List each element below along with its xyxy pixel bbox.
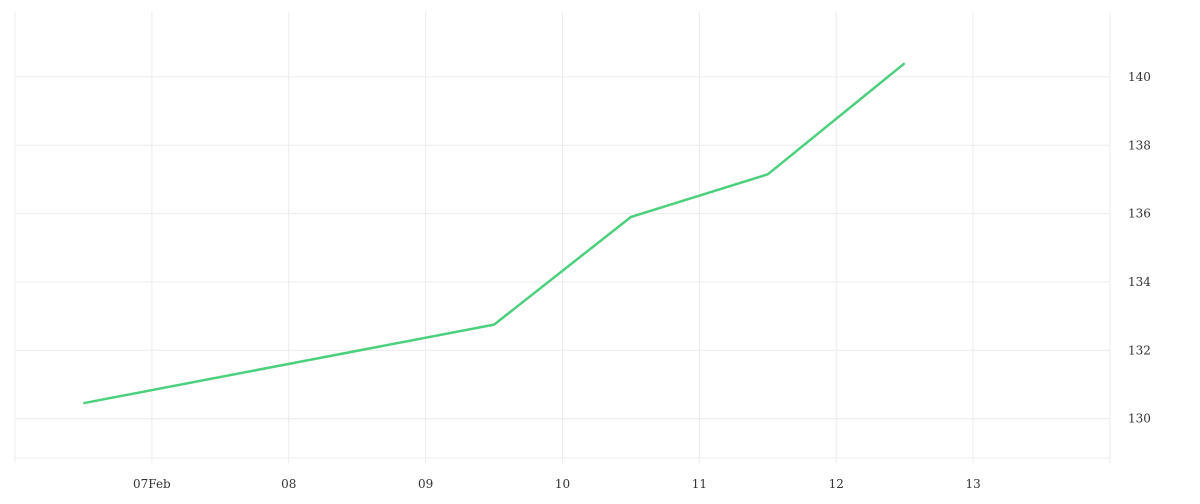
series-layer (83, 62, 906, 405)
x-tick-label: 11 (692, 477, 707, 491)
y-tick-label: 130 (1128, 412, 1151, 426)
series-line (83, 62, 906, 405)
x-tick-label: 13 (965, 477, 980, 491)
x-axis: 07Feb 08 09 10 11 12 13 (133, 477, 981, 491)
y-tick-label: 138 (1128, 138, 1151, 152)
grid (14, 12, 1111, 463)
y-tick-label: 134 (1128, 275, 1151, 289)
y-tick-label: 132 (1128, 343, 1151, 357)
y-axis: 130 132 134 136 138 140 (1128, 70, 1151, 426)
x-tick-label: 07Feb (133, 477, 171, 491)
x-tick-label: 09 (418, 477, 433, 491)
y-tick-label: 140 (1128, 70, 1151, 84)
x-tick-label: 08 (281, 477, 296, 491)
x-tick-label: 12 (829, 477, 844, 491)
y-tick-label: 136 (1128, 207, 1151, 221)
x-tick-label: 10 (555, 477, 570, 491)
